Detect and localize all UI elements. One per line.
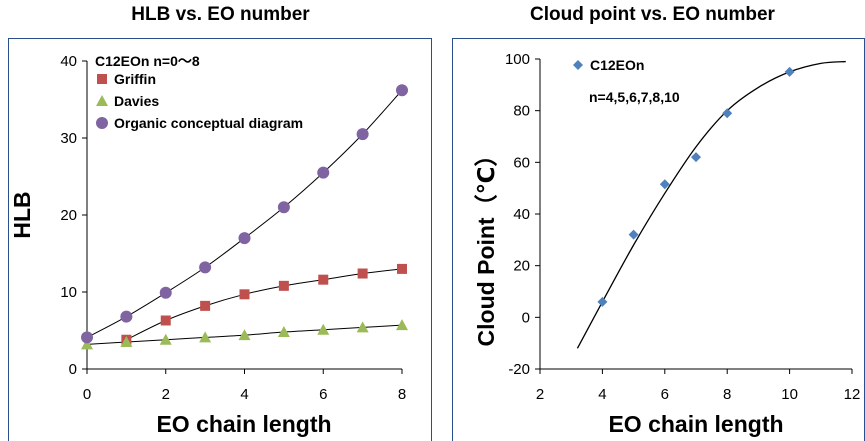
hlb-y-tick-label: 30: [60, 130, 77, 147]
cloud-point-data-point: [628, 229, 639, 240]
chart-hlb: 0 10 20 30 40 0 2 4 6 8 EO chain length HLB C12EOn n…: [9, 53, 408, 437]
hlb-legend-marker: [97, 74, 107, 84]
hlb-data-point: [120, 336, 133, 348]
cloud-point-data-point: [659, 179, 670, 190]
hlb-legend-label: Griffin: [114, 71, 156, 87]
hlb-legend-label: Davies: [114, 93, 159, 109]
hlb-y-tick-label: 10: [60, 284, 77, 301]
hlb-data-point: [120, 310, 133, 323]
hlb-data-point: [238, 232, 251, 245]
hlb-data-point: [199, 261, 212, 274]
cloud-point-y-tick-label: 0: [522, 309, 530, 326]
hlb-annotation: C12EOn n=0～8: [95, 53, 200, 69]
cloud-point-x-tick-label: 8: [723, 386, 731, 403]
cloud-point-y-tick-label: 80: [513, 103, 530, 120]
chart-cloud-point: -20 0 20 40 60 80 100 2 4 6 8 10 12 EO chain length Cl…: [473, 51, 860, 437]
cloud-point-data-point: [691, 152, 701, 163]
hlb-data-point: [317, 166, 330, 179]
hlb-legend-marker: [96, 95, 108, 106]
cloud-point-x-axis-label: EO chain length: [608, 411, 783, 437]
hlb-x-tick-label: 4: [240, 386, 248, 403]
hlb-x-tick-label: 8: [398, 386, 406, 403]
cloud-point-legend-label: C12EOn: [590, 57, 644, 73]
hlb-data-point: [239, 289, 250, 300]
hlb-data-point: [397, 263, 407, 274]
hlb-data-point: [317, 323, 330, 335]
cloud-point-x-tick-label: 4: [598, 386, 606, 403]
hlb-data-point: [318, 274, 329, 285]
hlb-data-point: [199, 331, 212, 343]
cloud-point-x-tick-label: 12: [844, 386, 861, 403]
hlb-data-point: [159, 333, 172, 345]
cloud-point-y-tick-label: 60: [513, 154, 530, 171]
hlb-x-tick-label: 2: [162, 386, 170, 403]
hlb-data-point: [278, 280, 289, 291]
hlb-y-tick-label: 20: [60, 207, 77, 224]
hlb-data-point: [396, 84, 408, 97]
cloud-point-y-axis-label: Cloud Point（℃）: [473, 144, 499, 347]
chart-title-hlb: HLB vs. EO number: [131, 4, 310, 25]
cloud-point-y-tick-label: 100: [505, 51, 530, 68]
cloud-point-data-point: [784, 66, 795, 77]
cloud-point-x-tick-label: 2: [536, 386, 544, 403]
hlb-legend-marker: [96, 117, 108, 129]
hlb-data-point: [159, 286, 172, 299]
cloud-point-y-tick-label: 40: [513, 206, 530, 223]
cloud-point-y-tick-label: -20: [508, 361, 530, 378]
hlb-x-axis-label: EO chain length: [156, 411, 331, 437]
hlb-y-tick-label: 40: [60, 53, 77, 70]
cloud-point-annotation: n=4,5,6,7,8,10: [589, 89, 680, 105]
hlb-data-point: [356, 128, 369, 141]
hlb-data-point: [200, 300, 211, 311]
cloud-point-data-point: [722, 108, 733, 119]
cloud-point-x-tick-label: 6: [661, 386, 669, 403]
hlb-data-point: [277, 201, 290, 214]
hlb-y-tick-label: 0: [69, 361, 77, 378]
hlb-data-point: [396, 319, 408, 331]
cloud-point-data-point: [597, 296, 608, 307]
hlb-data-point: [81, 331, 93, 344]
cloud-point-fit-curve: [576, 60, 846, 349]
hlb-data-point: [277, 326, 290, 338]
hlb-legend-label: Organic conceptual diagram: [114, 115, 303, 131]
cloud-point-legend-marker: [573, 60, 583, 70]
hlb-data-point: [238, 329, 251, 341]
hlb-data-point: [81, 338, 93, 350]
hlb-x-tick-label: 0: [83, 386, 91, 403]
hlb-x-tick-label: 6: [319, 386, 327, 403]
hlb-data-point: [356, 321, 369, 333]
hlb-data-point: [160, 315, 171, 326]
cloud-point-y-tick-label: 20: [513, 258, 530, 275]
chart-frame-hlb: [8, 38, 432, 441]
cloud-point-x-tick-label: 10: [781, 386, 798, 403]
chart-title-cloud-point: Cloud point vs. EO number: [530, 4, 775, 25]
hlb-y-axis-label: HLB: [9, 191, 35, 238]
hlb-data-point: [357, 268, 368, 279]
